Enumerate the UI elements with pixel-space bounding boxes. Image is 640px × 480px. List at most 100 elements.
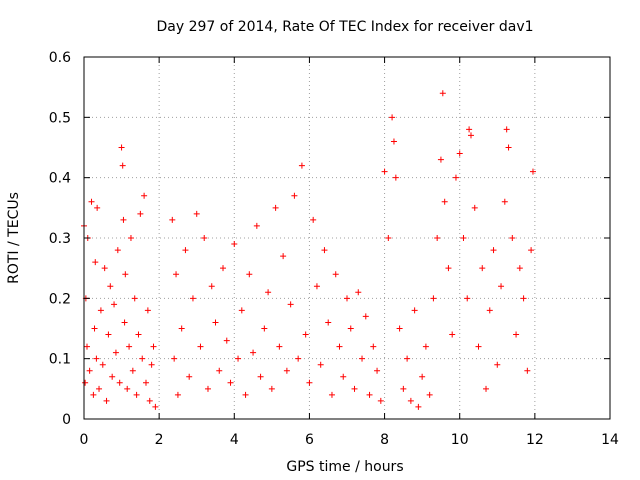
data-point <box>471 204 478 211</box>
data-point <box>389 114 396 121</box>
data-point <box>201 235 208 241</box>
data-point <box>171 355 178 362</box>
data-point <box>146 397 153 404</box>
data-point <box>385 235 392 241</box>
data-point <box>449 331 456 338</box>
data-point <box>434 235 441 241</box>
y-tick-label: 0.6 <box>49 50 71 66</box>
data-point <box>242 391 249 398</box>
x-tick-label: 14 <box>601 432 619 448</box>
data-point <box>142 379 149 386</box>
data-point <box>84 343 91 350</box>
data-point <box>355 289 362 296</box>
data-point <box>313 283 320 290</box>
data-point <box>490 247 497 254</box>
data-point <box>400 385 407 392</box>
data-point <box>509 235 516 241</box>
data-point <box>133 391 140 398</box>
data-point <box>467 132 474 139</box>
data-point <box>235 355 242 362</box>
data-point <box>231 241 238 248</box>
data-point <box>129 367 136 374</box>
data-point <box>396 325 403 332</box>
data-point <box>86 367 93 374</box>
data-point <box>91 325 98 332</box>
data-point <box>486 307 493 314</box>
data-point <box>126 343 133 350</box>
data-point <box>173 271 180 278</box>
data-point <box>272 204 279 211</box>
data-point <box>347 325 354 332</box>
data-point <box>114 247 121 254</box>
data-point <box>295 355 302 362</box>
data-point <box>362 313 369 320</box>
data-point <box>310 216 317 223</box>
data-point <box>390 138 397 145</box>
data-point <box>152 403 159 410</box>
data-point <box>122 271 129 278</box>
data-point <box>411 307 418 314</box>
data-point <box>186 373 193 380</box>
data-point <box>216 367 223 374</box>
data-point <box>407 397 414 404</box>
data-point <box>283 367 290 374</box>
data-point <box>460 235 467 241</box>
data-point <box>182 247 189 254</box>
data-point <box>456 150 463 157</box>
data-point <box>466 126 473 133</box>
data-point <box>439 90 446 97</box>
data-point <box>105 331 112 338</box>
data-point <box>150 343 157 350</box>
data-point <box>208 283 215 290</box>
data-point <box>257 373 264 380</box>
data-point <box>212 319 219 326</box>
data-point <box>374 367 381 374</box>
x-tick-label: 12 <box>526 432 544 448</box>
tick-layer: 0 2 4 6 8 10 12 14 0 0.1 0.2 0.3 0.4 0.5 0.6 <box>49 50 619 448</box>
data-point <box>520 295 527 302</box>
y-tick-label: 0 <box>62 412 71 428</box>
data-point <box>513 331 520 338</box>
data-point <box>452 174 459 181</box>
data-point <box>501 198 508 205</box>
data-point <box>169 216 176 223</box>
y-tick-label: 0.2 <box>49 291 71 307</box>
data-point <box>121 319 128 326</box>
data-point <box>261 325 268 332</box>
data-point <box>93 355 100 362</box>
data-point <box>529 168 536 175</box>
data-point <box>268 385 275 392</box>
data-point <box>139 355 146 362</box>
data-point <box>321 247 328 254</box>
data-point <box>422 343 429 350</box>
data-point <box>445 265 452 272</box>
data-point <box>516 265 523 272</box>
data-point <box>524 367 531 374</box>
data-point <box>302 331 309 338</box>
data-points <box>81 90 536 410</box>
y-tick-label: 0.4 <box>49 171 71 187</box>
data-point <box>494 361 501 368</box>
data-point <box>223 337 230 344</box>
data-point <box>112 349 119 356</box>
data-point <box>116 379 123 386</box>
data-point <box>265 289 272 296</box>
data-point <box>197 343 204 350</box>
data-point <box>124 385 131 392</box>
data-point <box>340 373 347 380</box>
data-point <box>291 192 298 199</box>
x-tick-label: 8 <box>380 432 389 448</box>
data-point <box>107 283 114 290</box>
data-point <box>88 198 95 205</box>
data-point <box>220 265 227 272</box>
data-point <box>137 210 144 217</box>
data-point <box>227 379 234 386</box>
x-tick-label: 6 <box>305 432 314 448</box>
data-point <box>336 343 343 350</box>
data-point <box>441 198 448 205</box>
data-point <box>131 295 138 302</box>
data-point <box>392 174 399 181</box>
data-point <box>82 379 89 386</box>
data-point <box>404 355 411 362</box>
